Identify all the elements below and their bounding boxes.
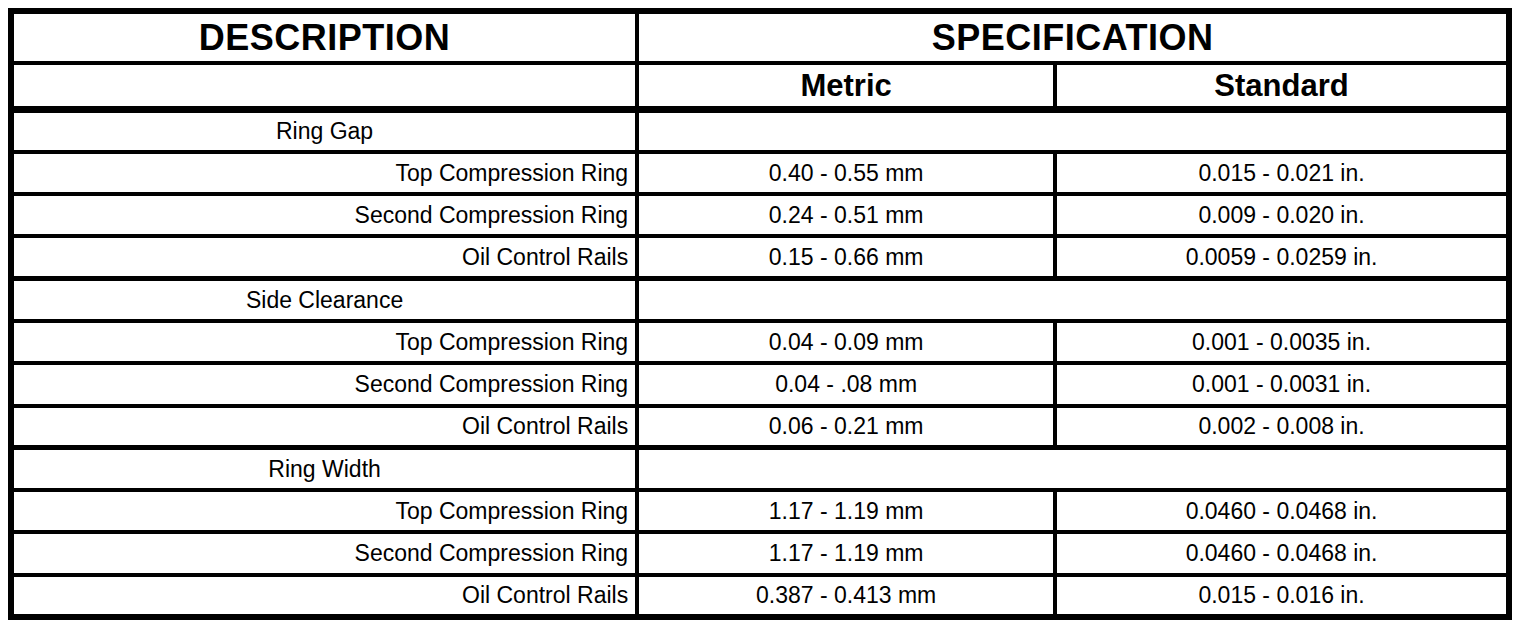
description-cell: Second Compression Ring <box>11 194 637 236</box>
section-title: Side Clearance <box>11 279 637 321</box>
subheader-row: Metric Standard <box>11 63 1509 109</box>
table-row: Top Compression Ring 0.40 - 0.55 mm 0.01… <box>11 152 1509 194</box>
metric-value-cell: 0.06 - 0.21 mm <box>637 406 1055 448</box>
metric-value-cell: 1.17 - 1.19 mm <box>637 532 1055 574</box>
col-header-specification: SPECIFICATION <box>637 11 1509 63</box>
section-row-side-clearance: Side Clearance <box>11 279 1509 321</box>
section-row-ring-gap: Ring Gap <box>11 110 1509 152</box>
metric-value-cell: 1.17 - 1.19 mm <box>637 490 1055 532</box>
description-cell: Second Compression Ring <box>11 363 637 405</box>
table-row: Second Compression Ring 0.24 - 0.51 mm 0… <box>11 194 1509 236</box>
standard-value-cell: 0.009 - 0.020 in. <box>1055 194 1509 236</box>
standard-value-cell: 0.002 - 0.008 in. <box>1055 406 1509 448</box>
section-spec-empty-cell <box>637 110 1509 152</box>
standard-value-cell: 0.001 - 0.0031 in. <box>1055 363 1509 405</box>
section-title: Ring Width <box>11 448 637 490</box>
col-header-description: DESCRIPTION <box>11 11 637 63</box>
metric-value-cell: 0.04 - .08 mm <box>637 363 1055 405</box>
piston-ring-specification-table: DESCRIPTION SPECIFICATION Metric Standar… <box>8 8 1512 620</box>
table-row: Second Compression Ring 1.17 - 1.19 mm 0… <box>11 532 1509 574</box>
table-row: Oil Control Rails 0.387 - 0.413 mm 0.015… <box>11 575 1509 617</box>
standard-value-cell: 0.0059 - 0.0259 in. <box>1055 236 1509 278</box>
subheader-empty-cell <box>11 63 637 109</box>
table-row: Oil Control Rails 0.06 - 0.21 mm 0.002 -… <box>11 406 1509 448</box>
table-row: Oil Control Rails 0.15 - 0.66 mm 0.0059 … <box>11 236 1509 278</box>
table-row: Top Compression Ring 1.17 - 1.19 mm 0.04… <box>11 490 1509 532</box>
standard-value-cell: 0.015 - 0.016 in. <box>1055 575 1509 617</box>
section-spec-empty-cell <box>637 448 1509 490</box>
col-subheader-standard: Standard <box>1055 63 1509 109</box>
standard-value-cell: 0.0460 - 0.0468 in. <box>1055 490 1509 532</box>
metric-value-cell: 0.387 - 0.413 mm <box>637 575 1055 617</box>
header-row: DESCRIPTION SPECIFICATION <box>11 11 1509 63</box>
metric-value-cell: 0.24 - 0.51 mm <box>637 194 1055 236</box>
description-cell: Top Compression Ring <box>11 321 637 363</box>
document-page: DESCRIPTION SPECIFICATION Metric Standar… <box>0 0 1520 628</box>
standard-value-cell: 0.0460 - 0.0468 in. <box>1055 532 1509 574</box>
description-cell: Oil Control Rails <box>11 575 637 617</box>
metric-value-cell: 0.04 - 0.09 mm <box>637 321 1055 363</box>
section-spec-empty-cell <box>637 279 1509 321</box>
description-cell: Oil Control Rails <box>11 406 637 448</box>
metric-value-cell: 0.40 - 0.55 mm <box>637 152 1055 194</box>
table-row: Top Compression Ring 0.04 - 0.09 mm 0.00… <box>11 321 1509 363</box>
col-subheader-metric: Metric <box>637 63 1055 109</box>
table-row: Second Compression Ring 0.04 - .08 mm 0.… <box>11 363 1509 405</box>
metric-value-cell: 0.15 - 0.66 mm <box>637 236 1055 278</box>
description-cell: Top Compression Ring <box>11 490 637 532</box>
description-cell: Oil Control Rails <box>11 236 637 278</box>
section-row-ring-width: Ring Width <box>11 448 1509 490</box>
description-cell: Top Compression Ring <box>11 152 637 194</box>
standard-value-cell: 0.015 - 0.021 in. <box>1055 152 1509 194</box>
standard-value-cell: 0.001 - 0.0035 in. <box>1055 321 1509 363</box>
description-cell: Second Compression Ring <box>11 532 637 574</box>
section-title: Ring Gap <box>11 110 637 152</box>
